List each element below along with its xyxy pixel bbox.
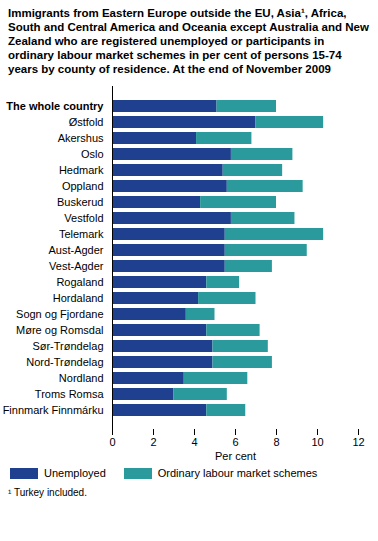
- svg-text:Vest-Agder: Vest-Agder: [49, 260, 104, 272]
- html-text:Ordinary labour market schemes: Ordinary labour market schemes: [157, 467, 318, 479]
- svg-text:6: 6: [232, 436, 238, 448]
- html-text:Unemployed: Unemployed: [44, 467, 106, 479]
- svg-text:Aust-Agder: Aust-Agder: [48, 244, 103, 256]
- svg-text:Sogn og Fjordane: Sogn og Fjordane: [16, 308, 103, 320]
- svg-text:Nord-Trøndelag: Nord-Trøndelag: [26, 356, 103, 368]
- svg-text:Østfold: Østfold: [69, 116, 104, 128]
- svg-text:0: 0: [109, 436, 115, 448]
- svg-text:Hordaland: Hordaland: [53, 292, 104, 304]
- svg-text:The whole country: The whole country: [6, 100, 104, 112]
- svg-text:Møre og Romsdal: Møre og Romsdal: [16, 324, 103, 336]
- svg-text:Buskerud: Buskerud: [57, 196, 103, 208]
- svg-text:12: 12: [352, 436, 364, 448]
- svg-text:Oslo: Oslo: [81, 148, 104, 160]
- svg-text:10: 10: [311, 436, 323, 448]
- svg-text:Sør-Trøndelag: Sør-Trøndelag: [32, 340, 103, 352]
- svg-text:4: 4: [191, 436, 197, 448]
- svg-text:Troms Romsa: Troms Romsa: [35, 388, 105, 400]
- svg-text:Per cent: Per cent: [215, 450, 256, 462]
- svg-text:Telemark: Telemark: [59, 228, 104, 240]
- svg-text:Finnmark Finnmárku: Finnmark Finnmárku: [3, 404, 104, 416]
- svg-text:8: 8: [273, 436, 279, 448]
- html-text:Immigrants from Eastern Europe: Immigrants from Eastern Europe outside t…: [8, 7, 369, 75]
- svg-text:Rogaland: Rogaland: [56, 276, 103, 288]
- svg-text:Nordland: Nordland: [59, 372, 104, 384]
- svg-text:2: 2: [150, 436, 156, 448]
- svg-text:Vestfold: Vestfold: [64, 212, 103, 224]
- svg-text:Hedmark: Hedmark: [59, 164, 104, 176]
- svg-text:Oppland: Oppland: [62, 180, 104, 192]
- html-text:¹ Turkey included.: ¹ Turkey included.: [8, 487, 87, 498]
- svg-text:Akershus: Akershus: [58, 132, 104, 144]
